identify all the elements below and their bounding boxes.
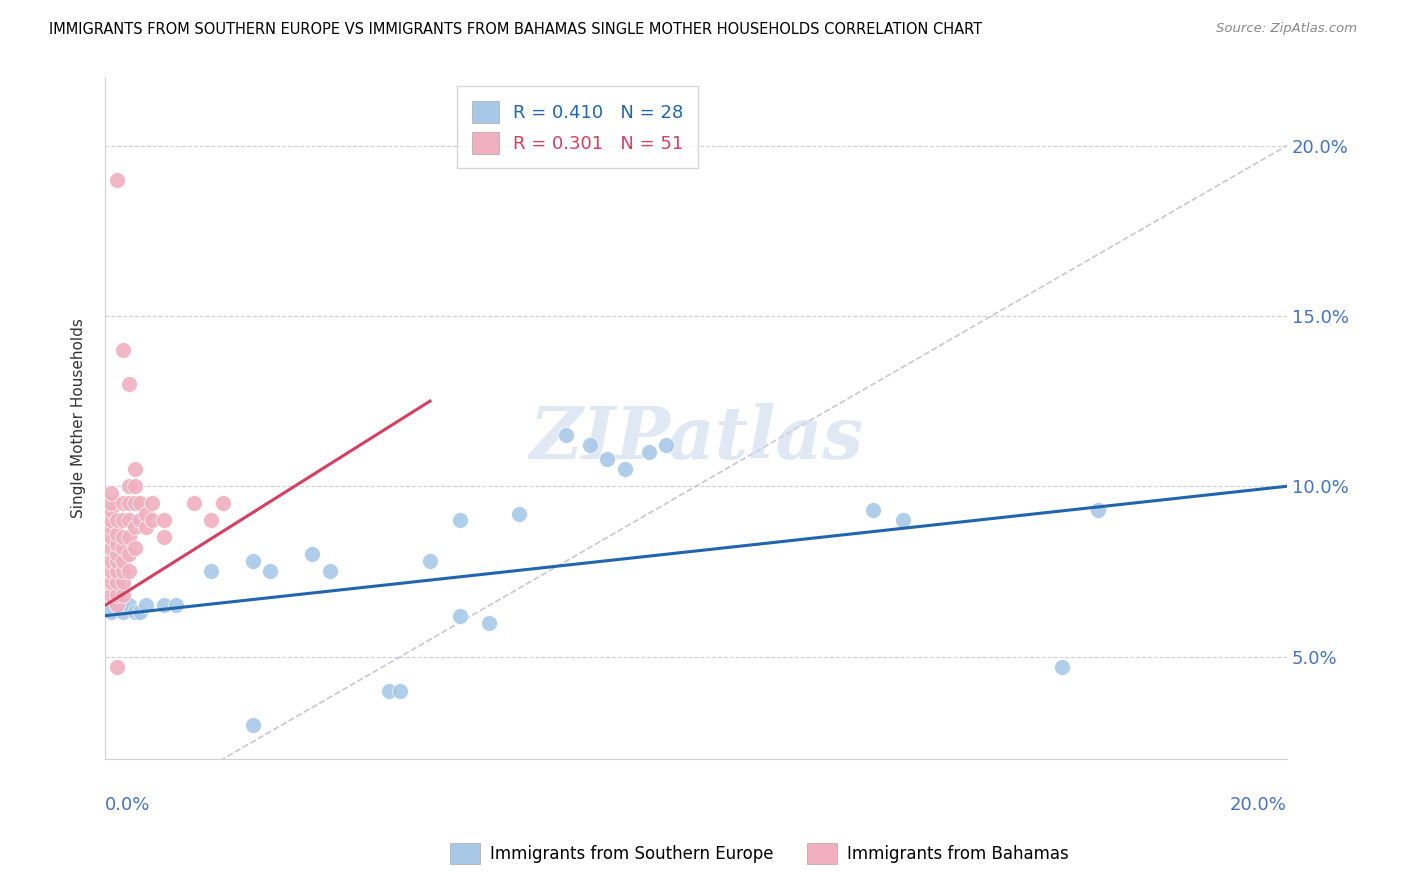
Point: [100, 554, 122, 568]
Y-axis label: Single Mother Households: Single Mother Households: [72, 318, 86, 518]
Point: [117, 530, 139, 544]
Point: [111, 496, 134, 510]
Point: [165, 599, 187, 613]
Point: [117, 565, 139, 579]
Point: [111, 588, 134, 602]
Point: [100, 486, 122, 500]
Point: [655, 438, 678, 452]
Point: [117, 479, 139, 493]
Point: [1087, 503, 1109, 517]
Point: [100, 496, 122, 510]
Point: [301, 548, 323, 562]
Point: [200, 565, 222, 579]
Point: [124, 479, 146, 493]
Point: [153, 599, 176, 613]
Point: [117, 548, 139, 562]
Point: [111, 541, 134, 555]
Point: [105, 537, 128, 551]
Point: [105, 172, 128, 186]
Point: [124, 496, 146, 510]
Point: [111, 513, 134, 527]
Point: [105, 527, 128, 541]
Point: [153, 513, 176, 527]
Point: [129, 513, 152, 527]
Point: [242, 554, 264, 568]
Point: [111, 565, 134, 579]
Legend: Immigrants from Southern Europe, Immigrants from Bahamas: Immigrants from Southern Europe, Immigra…: [443, 837, 1076, 871]
Point: [135, 599, 157, 613]
Point: [111, 343, 134, 357]
Point: [105, 660, 128, 674]
Point: [419, 554, 441, 568]
Point: [100, 530, 122, 544]
Point: [111, 574, 134, 589]
Point: [124, 462, 146, 476]
Point: [555, 428, 578, 442]
Point: [200, 513, 222, 527]
Point: [124, 520, 146, 534]
Point: [135, 520, 157, 534]
Point: [449, 608, 471, 623]
Point: [1052, 660, 1074, 674]
Point: [129, 496, 152, 510]
Text: Source: ZipAtlas.com: Source: ZipAtlas.com: [1216, 22, 1357, 36]
Text: ZIPatlas: ZIPatlas: [529, 403, 863, 474]
Point: [508, 507, 530, 521]
Point: [117, 496, 139, 510]
Point: [124, 541, 146, 555]
Point: [111, 605, 134, 619]
Point: [259, 565, 281, 579]
Point: [105, 574, 128, 589]
Point: [105, 599, 128, 613]
Point: [100, 574, 122, 589]
Point: [105, 554, 128, 568]
Point: [862, 503, 884, 517]
Point: [124, 605, 146, 619]
Point: [100, 513, 122, 527]
Point: [212, 496, 235, 510]
Point: [637, 445, 659, 459]
Point: [117, 513, 139, 527]
Point: [389, 683, 412, 698]
Point: [596, 452, 619, 467]
Point: [141, 513, 163, 527]
Point: [614, 462, 637, 476]
Legend: R = 0.410   N = 28, R = 0.301   N = 51: R = 0.410 N = 28, R = 0.301 N = 51: [457, 87, 699, 169]
Point: [449, 513, 471, 527]
Point: [100, 605, 122, 619]
Point: [100, 565, 122, 579]
Point: [318, 565, 340, 579]
Point: [105, 548, 128, 562]
Point: [111, 554, 134, 568]
Point: [117, 599, 139, 613]
Point: [153, 530, 176, 544]
Point: [242, 717, 264, 731]
Point: [129, 605, 152, 619]
Point: [183, 496, 205, 510]
Text: 0.0%: 0.0%: [105, 797, 150, 814]
Point: [377, 683, 399, 698]
Text: 20.0%: 20.0%: [1230, 797, 1286, 814]
Point: [578, 438, 600, 452]
Point: [100, 503, 122, 517]
Point: [100, 520, 122, 534]
Point: [105, 565, 128, 579]
Point: [105, 513, 128, 527]
Point: [105, 588, 128, 602]
Point: [100, 588, 122, 602]
Point: [478, 615, 501, 630]
Point: [141, 496, 163, 510]
Point: [105, 599, 128, 613]
Point: [117, 377, 139, 392]
Point: [111, 530, 134, 544]
Text: IMMIGRANTS FROM SOUTHERN EUROPE VS IMMIGRANTS FROM BAHAMAS SINGLE MOTHER HOUSEHO: IMMIGRANTS FROM SOUTHERN EUROPE VS IMMIG…: [49, 22, 983, 37]
Point: [100, 541, 122, 555]
Point: [135, 507, 157, 521]
Point: [891, 513, 914, 527]
